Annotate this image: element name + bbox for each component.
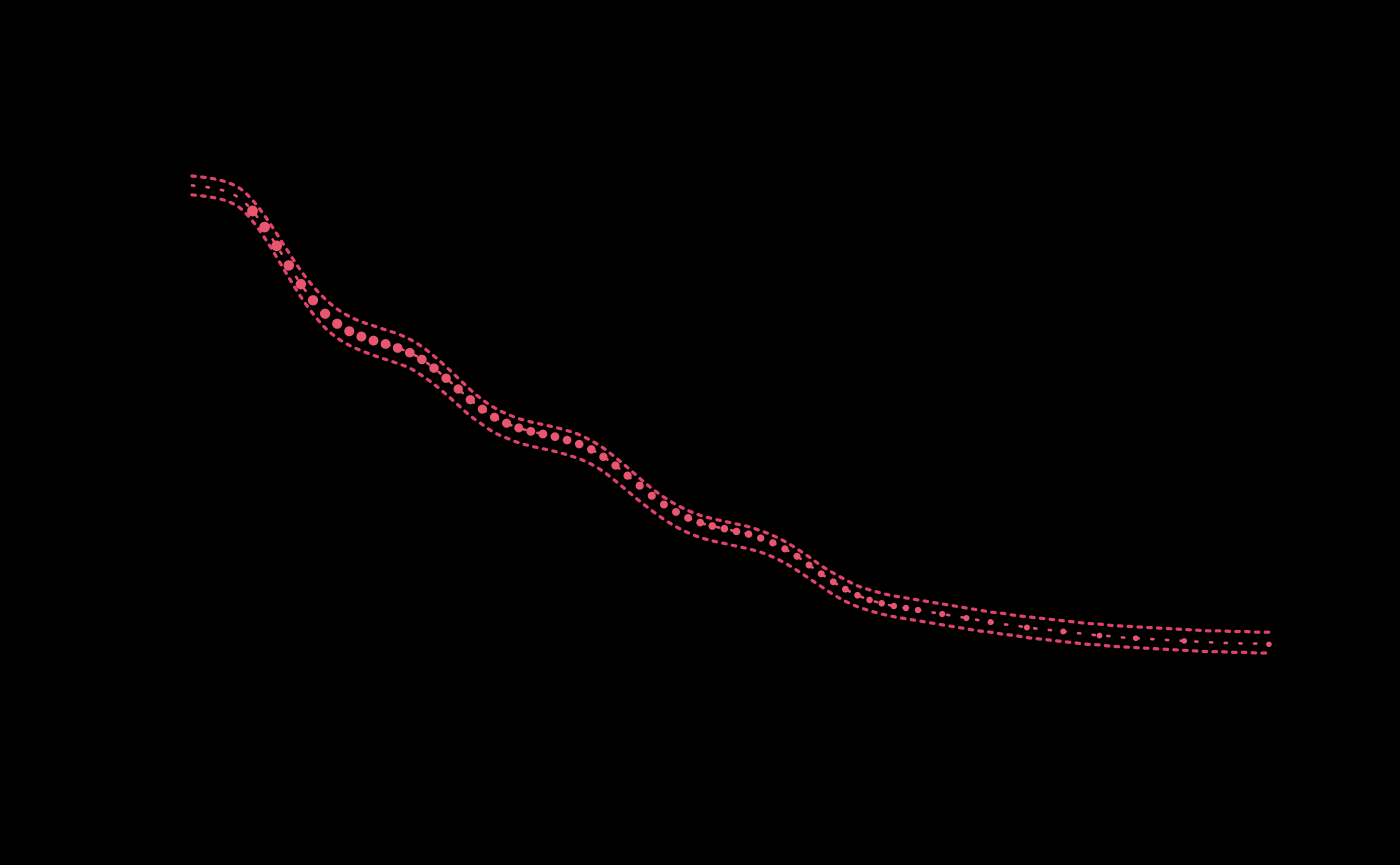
data-point-marker	[1060, 628, 1067, 635]
upper-bound-line	[190, 174, 1271, 634]
data-point-marker	[477, 404, 488, 414]
data-point-marker	[635, 481, 644, 490]
data-point-marker	[392, 343, 403, 353]
data-point-marker	[295, 278, 307, 290]
data-point-marker	[599, 452, 608, 462]
data-point-marker	[332, 318, 343, 329]
data-point-marker	[502, 418, 512, 428]
data-point-marker	[647, 491, 656, 500]
data-point-marker	[319, 308, 331, 319]
data-point-marker	[623, 471, 632, 480]
data-point-marker	[1266, 641, 1272, 648]
data-point-marker	[914, 606, 922, 614]
data-point-marker	[902, 604, 910, 612]
data-point-marker	[769, 539, 777, 547]
data-point-marker	[1023, 624, 1030, 631]
data-point-marker	[562, 435, 572, 445]
data-point-marker	[1096, 632, 1103, 639]
lower-bound-line	[190, 193, 1271, 655]
data-point-marker	[453, 384, 463, 394]
data-point-marker	[987, 619, 994, 626]
data-point-marker	[538, 429, 548, 439]
data-point-marker	[805, 561, 813, 569]
data-point-marker	[793, 552, 801, 560]
data-point-markers	[247, 205, 1272, 648]
data-point-marker	[672, 507, 680, 516]
data-point-marker	[854, 591, 861, 599]
data-point-marker	[866, 596, 873, 604]
data-point-marker	[829, 578, 837, 586]
confidence-band-group	[190, 174, 1271, 655]
data-point-marker	[1181, 638, 1188, 644]
data-point-marker	[841, 585, 849, 593]
data-point-marker	[720, 524, 729, 533]
data-point-marker	[429, 363, 439, 373]
data-point-marker	[963, 614, 970, 622]
data-point-marker	[368, 335, 379, 346]
data-point-marker	[659, 500, 668, 509]
data-point-marker	[247, 205, 258, 217]
data-point-marker	[404, 347, 415, 358]
data-point-marker	[550, 432, 560, 442]
data-point-marker	[708, 522, 717, 530]
data-point-marker	[890, 602, 898, 610]
data-point-marker	[441, 373, 451, 383]
data-point-marker	[878, 599, 885, 607]
data-point-marker	[259, 221, 270, 233]
data-point-marker	[744, 530, 753, 538]
data-point-marker	[526, 426, 536, 436]
data-point-marker	[574, 439, 584, 449]
data-point-marker	[1132, 635, 1139, 642]
data-point-marker	[939, 610, 946, 618]
data-point-marker	[344, 326, 355, 337]
data-point-marker	[587, 445, 596, 454]
data-point-marker	[732, 527, 741, 536]
data-point-marker	[514, 423, 524, 433]
data-point-marker	[307, 295, 319, 306]
data-point-marker	[781, 545, 789, 553]
data-point-marker	[271, 240, 283, 252]
data-point-marker	[380, 339, 391, 349]
data-point-marker	[465, 395, 475, 405]
data-point-marker	[417, 354, 427, 365]
data-point-marker	[356, 331, 367, 342]
data-point-marker	[489, 412, 500, 422]
data-point-marker	[611, 461, 620, 470]
data-point-marker	[696, 518, 705, 527]
data-point-marker	[817, 570, 825, 578]
data-point-marker	[283, 260, 295, 271]
data-point-marker	[757, 534, 765, 542]
data-point-marker	[684, 514, 693, 522]
